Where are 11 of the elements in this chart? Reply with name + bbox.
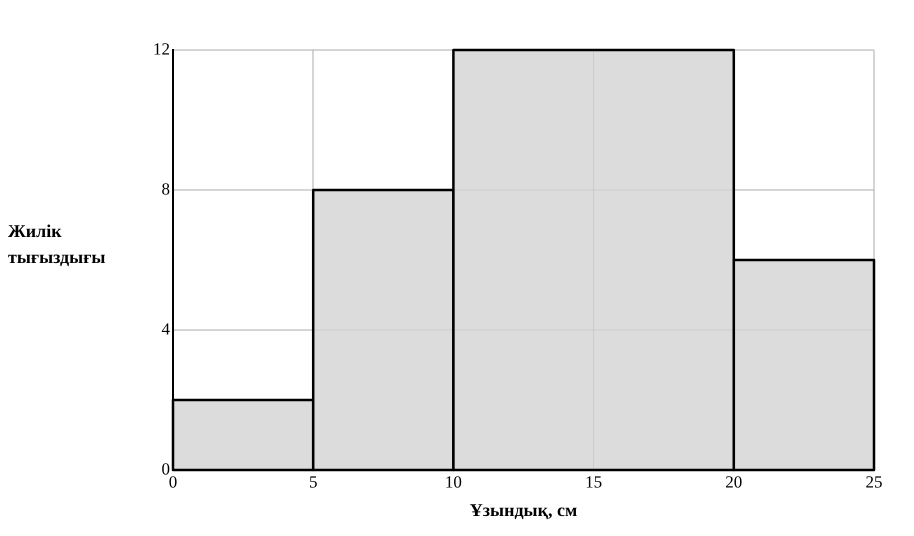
- y-tick-label: 8: [162, 179, 170, 198]
- y-tick-label: 0: [162, 459, 170, 478]
- x-tick-label: 5: [308, 472, 318, 492]
- x-tick-label: 25: [866, 472, 882, 492]
- y-tick-label: 12: [153, 39, 170, 58]
- x-tick-label: 10: [444, 472, 462, 492]
- x-tick-label: 20: [725, 472, 742, 492]
- x-axis-title: Ұзындық, см: [470, 500, 578, 520]
- y-axis-title: Жилік тығыздығы: [8, 220, 106, 269]
- y-tick-label: 4: [162, 319, 170, 338]
- x-tick-label: 15: [585, 472, 602, 492]
